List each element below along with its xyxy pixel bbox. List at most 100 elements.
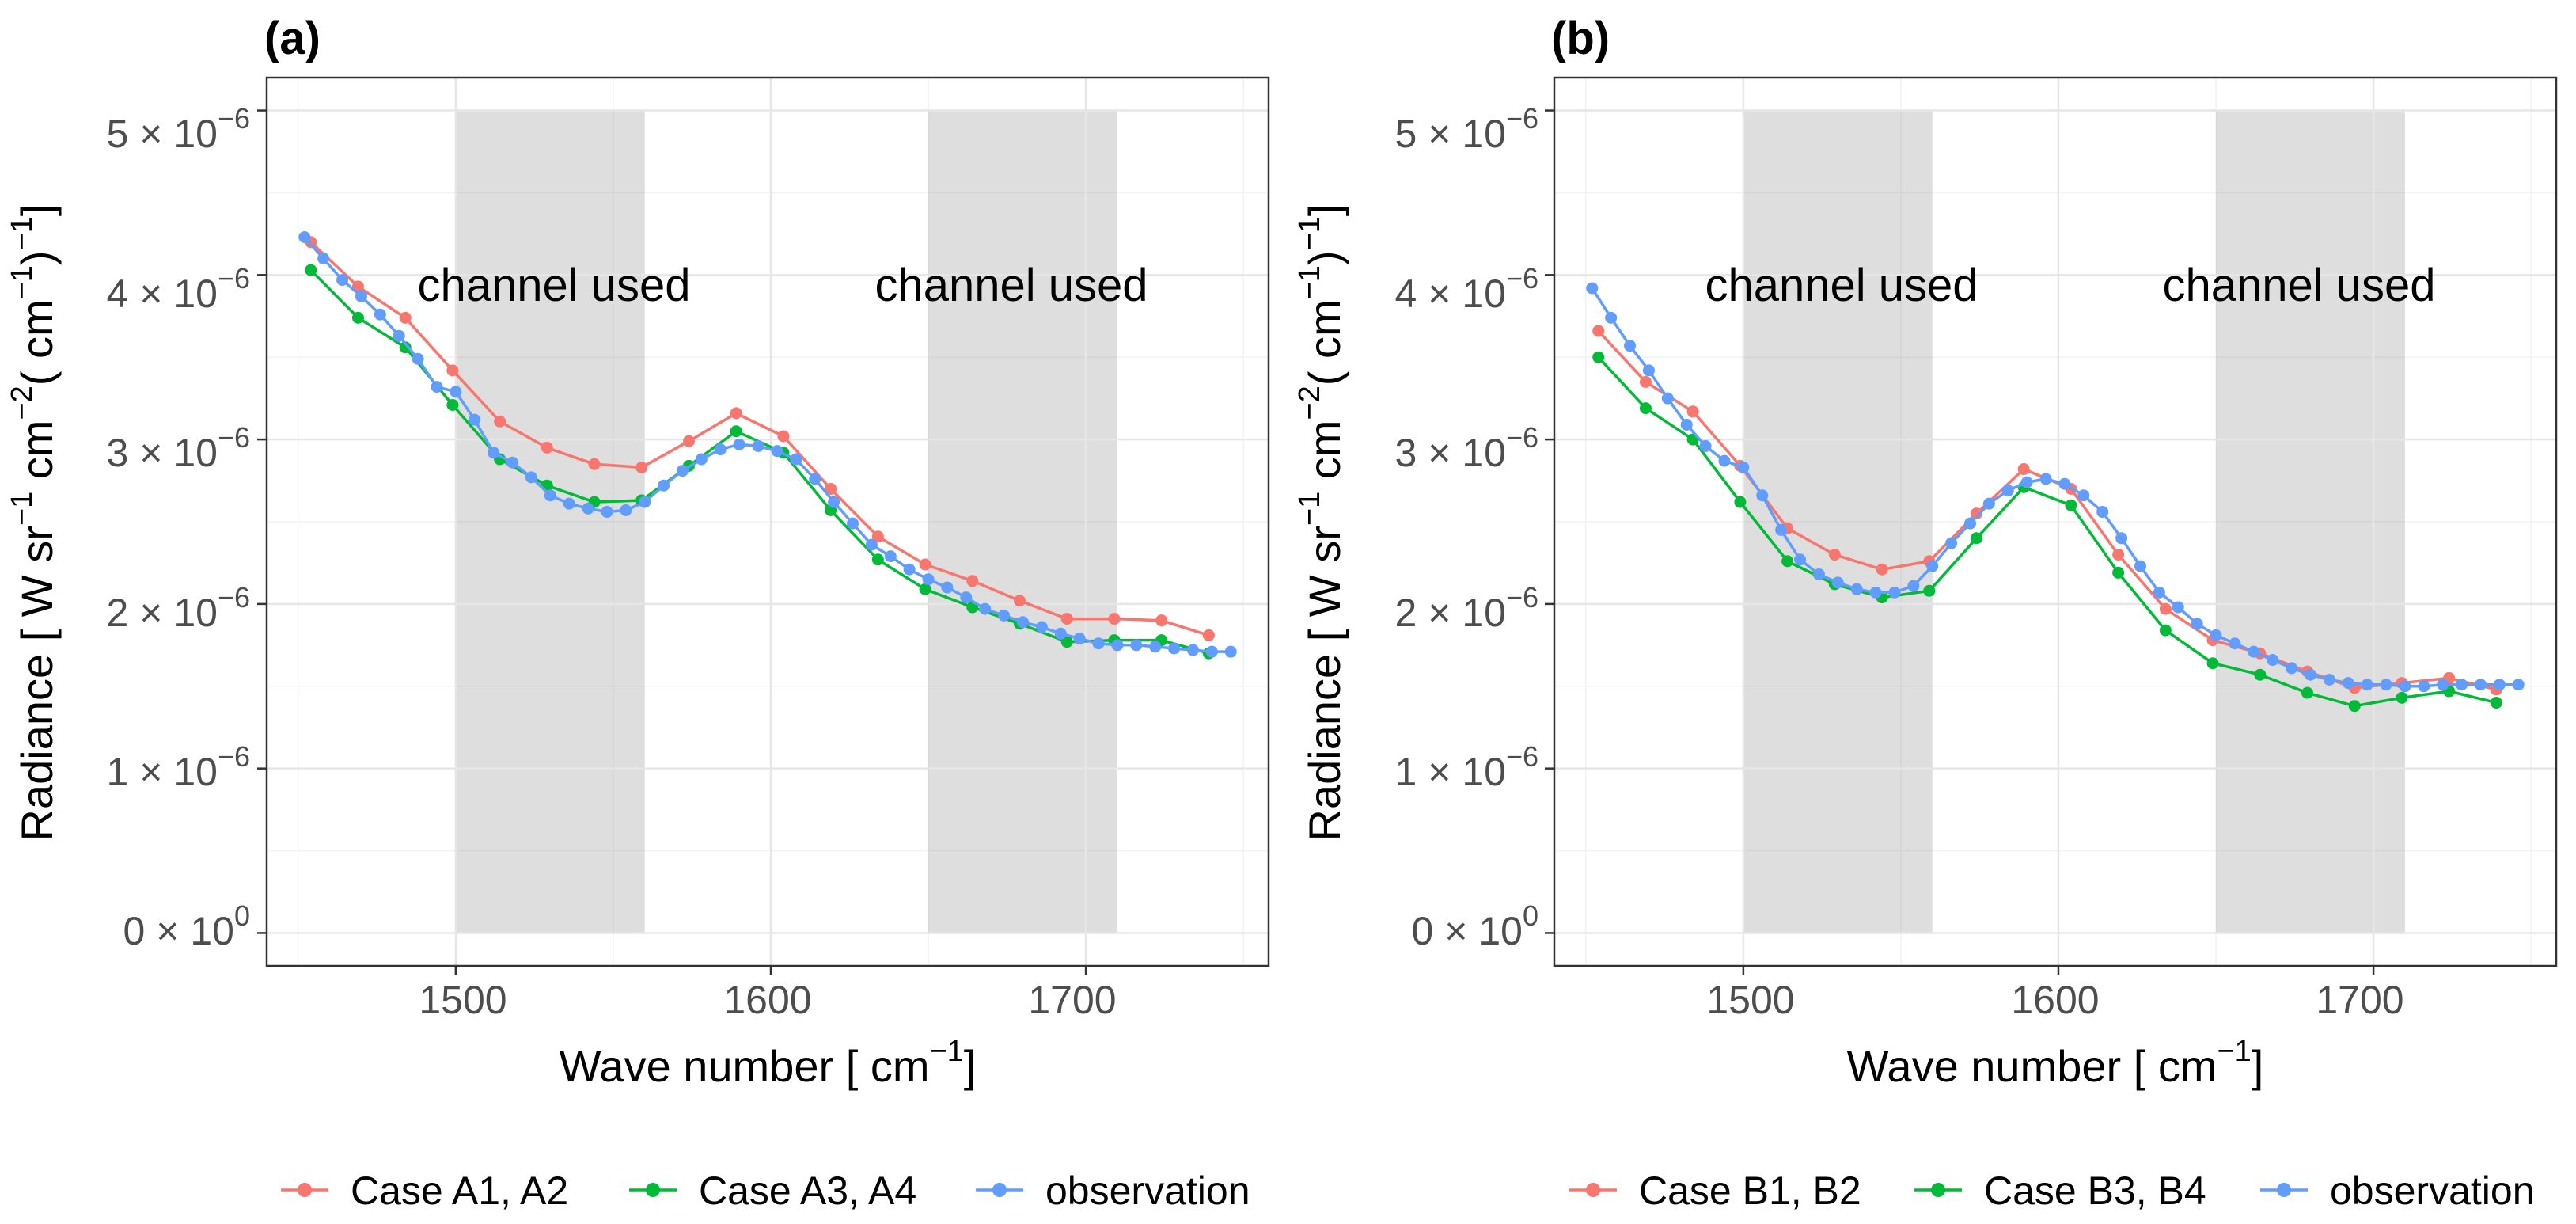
y-axis-title-a-part: ( cm [12,299,62,386]
data-point-a-2 [1224,645,1237,658]
x-tick-labels-b: 1500 1600 1700 [1706,978,2403,1022]
data-point-b-2 [1794,553,1807,566]
data-point-a-2 [506,456,519,469]
data-point-a-2 [450,386,462,398]
y-tick-mant: 1 [1395,750,1417,794]
y-axis-title-b-part: −1 [1293,216,1326,250]
data-point-b-0 [2017,463,2030,476]
data-point-a-2 [903,563,916,576]
data-point-b-2 [1605,311,1618,324]
y-axis-title-a-part: ] [12,204,62,217]
data-point-a-2 [431,381,443,393]
legend-marker [992,1183,1007,1197]
y-tick-exp: −6 [1506,262,1538,295]
data-point-b-2 [1926,560,1939,572]
data-point-b-2 [2210,629,2222,641]
data-point-a-0 [1108,613,1121,625]
data-point-b-1 [2348,700,2361,713]
data-point-a-2 [544,489,556,502]
data-point-b-2 [2323,673,2335,686]
y-tick-label-a: 5 × 10−6 [107,102,250,156]
data-point-b-2 [2039,473,2052,485]
channel-used-label: channel used [874,260,1148,311]
data-point-a-2 [1186,644,1199,656]
data-point-a-2 [865,538,878,551]
legend-marker [1586,1183,1600,1197]
y-tick-exp: −6 [218,581,250,614]
data-point-a-0 [446,364,459,377]
data-point-a-2 [828,496,840,508]
data-point-a-0 [1155,614,1168,627]
data-point-b-1 [2065,499,2077,511]
y-axis-title-a-part: −1 [6,492,39,526]
legend-item-a1: Case A1, A2 [281,1169,568,1213]
data-point-a-2 [601,506,613,519]
minor-grid-a [267,78,1269,966]
y-tick-exp: −6 [1506,102,1538,135]
legend-label: Case A1, A2 [351,1169,568,1213]
y-tick-exp: −6 [218,421,250,454]
legend-label: Case A3, A4 [699,1169,916,1213]
x-axis-title-a: Wave number [ cm−1] [560,1035,977,1091]
data-point-a-2 [733,438,745,450]
y-tick-mant: 2 [107,591,129,635]
chart-panel-a: (a) Radiance [ W sr−1 cm−2( cm−1)−1] 0 ×… [6,13,1270,1213]
data-point-b-2 [2172,601,2184,614]
data-point-b-0 [1970,507,1982,520]
data-point-a-0 [1060,613,1073,625]
data-point-a-2 [998,609,1011,622]
data-point-b-2 [1888,586,1901,599]
y-tick-mant: 0 [1412,909,1434,953]
data-point-a-2 [1073,633,1086,645]
y-tick-mant: 3 [107,431,129,475]
data-point-a-2 [374,308,386,321]
data-point-a-0 [541,442,553,454]
plot-frame-b [1553,76,2558,967]
legend-label: Case B3, B4 [1984,1169,2206,1213]
x-tick-label-b: 1500 [1706,978,1794,1022]
data-point-b-2 [1586,282,1599,295]
channel-used-label: channel used [1705,260,1978,311]
y-tick-mant: 4 [107,272,129,316]
data-point-a-0 [871,530,884,543]
data-point-b-2 [2134,560,2146,572]
y-tick-exp: −6 [1506,581,1538,614]
panel-label-a: (a) [264,13,321,64]
y-axis-title-b-part: −1 [1293,265,1326,299]
data-point-a-2 [1205,645,1218,658]
data-point-a-2 [809,473,821,485]
data-point-a-0 [825,482,837,495]
data-point-b-2 [2456,679,2468,691]
channel-used-label: channel used [417,260,690,311]
data-point-a-2 [1054,627,1067,640]
panel-label-b: (b) [1551,13,1610,64]
series-layer-a [298,231,1237,660]
x-tick-label-a: 1600 [723,978,811,1022]
y-tick-exp: −6 [1506,421,1538,454]
data-point-b-2 [2077,489,2090,502]
axis-ticks-b [1545,109,2375,975]
data-point-b-2 [1775,523,1788,536]
x-axis-title-b: Wave number [ cm−1] [1847,1035,2264,1091]
data-point-b-2 [1907,580,1920,592]
data-point-a-2 [677,465,689,477]
legend-item-b3: Case B3, B4 [1914,1169,2206,1213]
data-point-b-0 [1876,563,1888,576]
data-point-a-1 [446,398,459,411]
data-point-a-2 [1092,637,1105,650]
annotations-a: channel used channel used [417,260,1148,311]
legend-item-obs-a: observation [976,1169,1250,1213]
data-point-b-2 [2418,680,2430,693]
x-axis-title-a-sup: −1 [929,1035,963,1068]
y-tick-mant: 5 [1395,112,1417,156]
data-point-a-0 [588,458,601,470]
data-point-b-2 [1642,364,1655,377]
y-tick-exp: −6 [218,262,250,295]
data-point-b-2 [1964,517,1977,530]
data-point-b-1 [1970,532,1982,545]
data-point-a-2 [563,497,575,510]
chart-panel-b: (b) Radiance [ W sr−1 cm−2( cm−1)−1] 0 ×… [1293,13,2558,1213]
data-point-b-2 [2304,668,2316,681]
x-tick-label-b: 1600 [2011,978,2099,1022]
data-point-a-2 [412,352,424,365]
